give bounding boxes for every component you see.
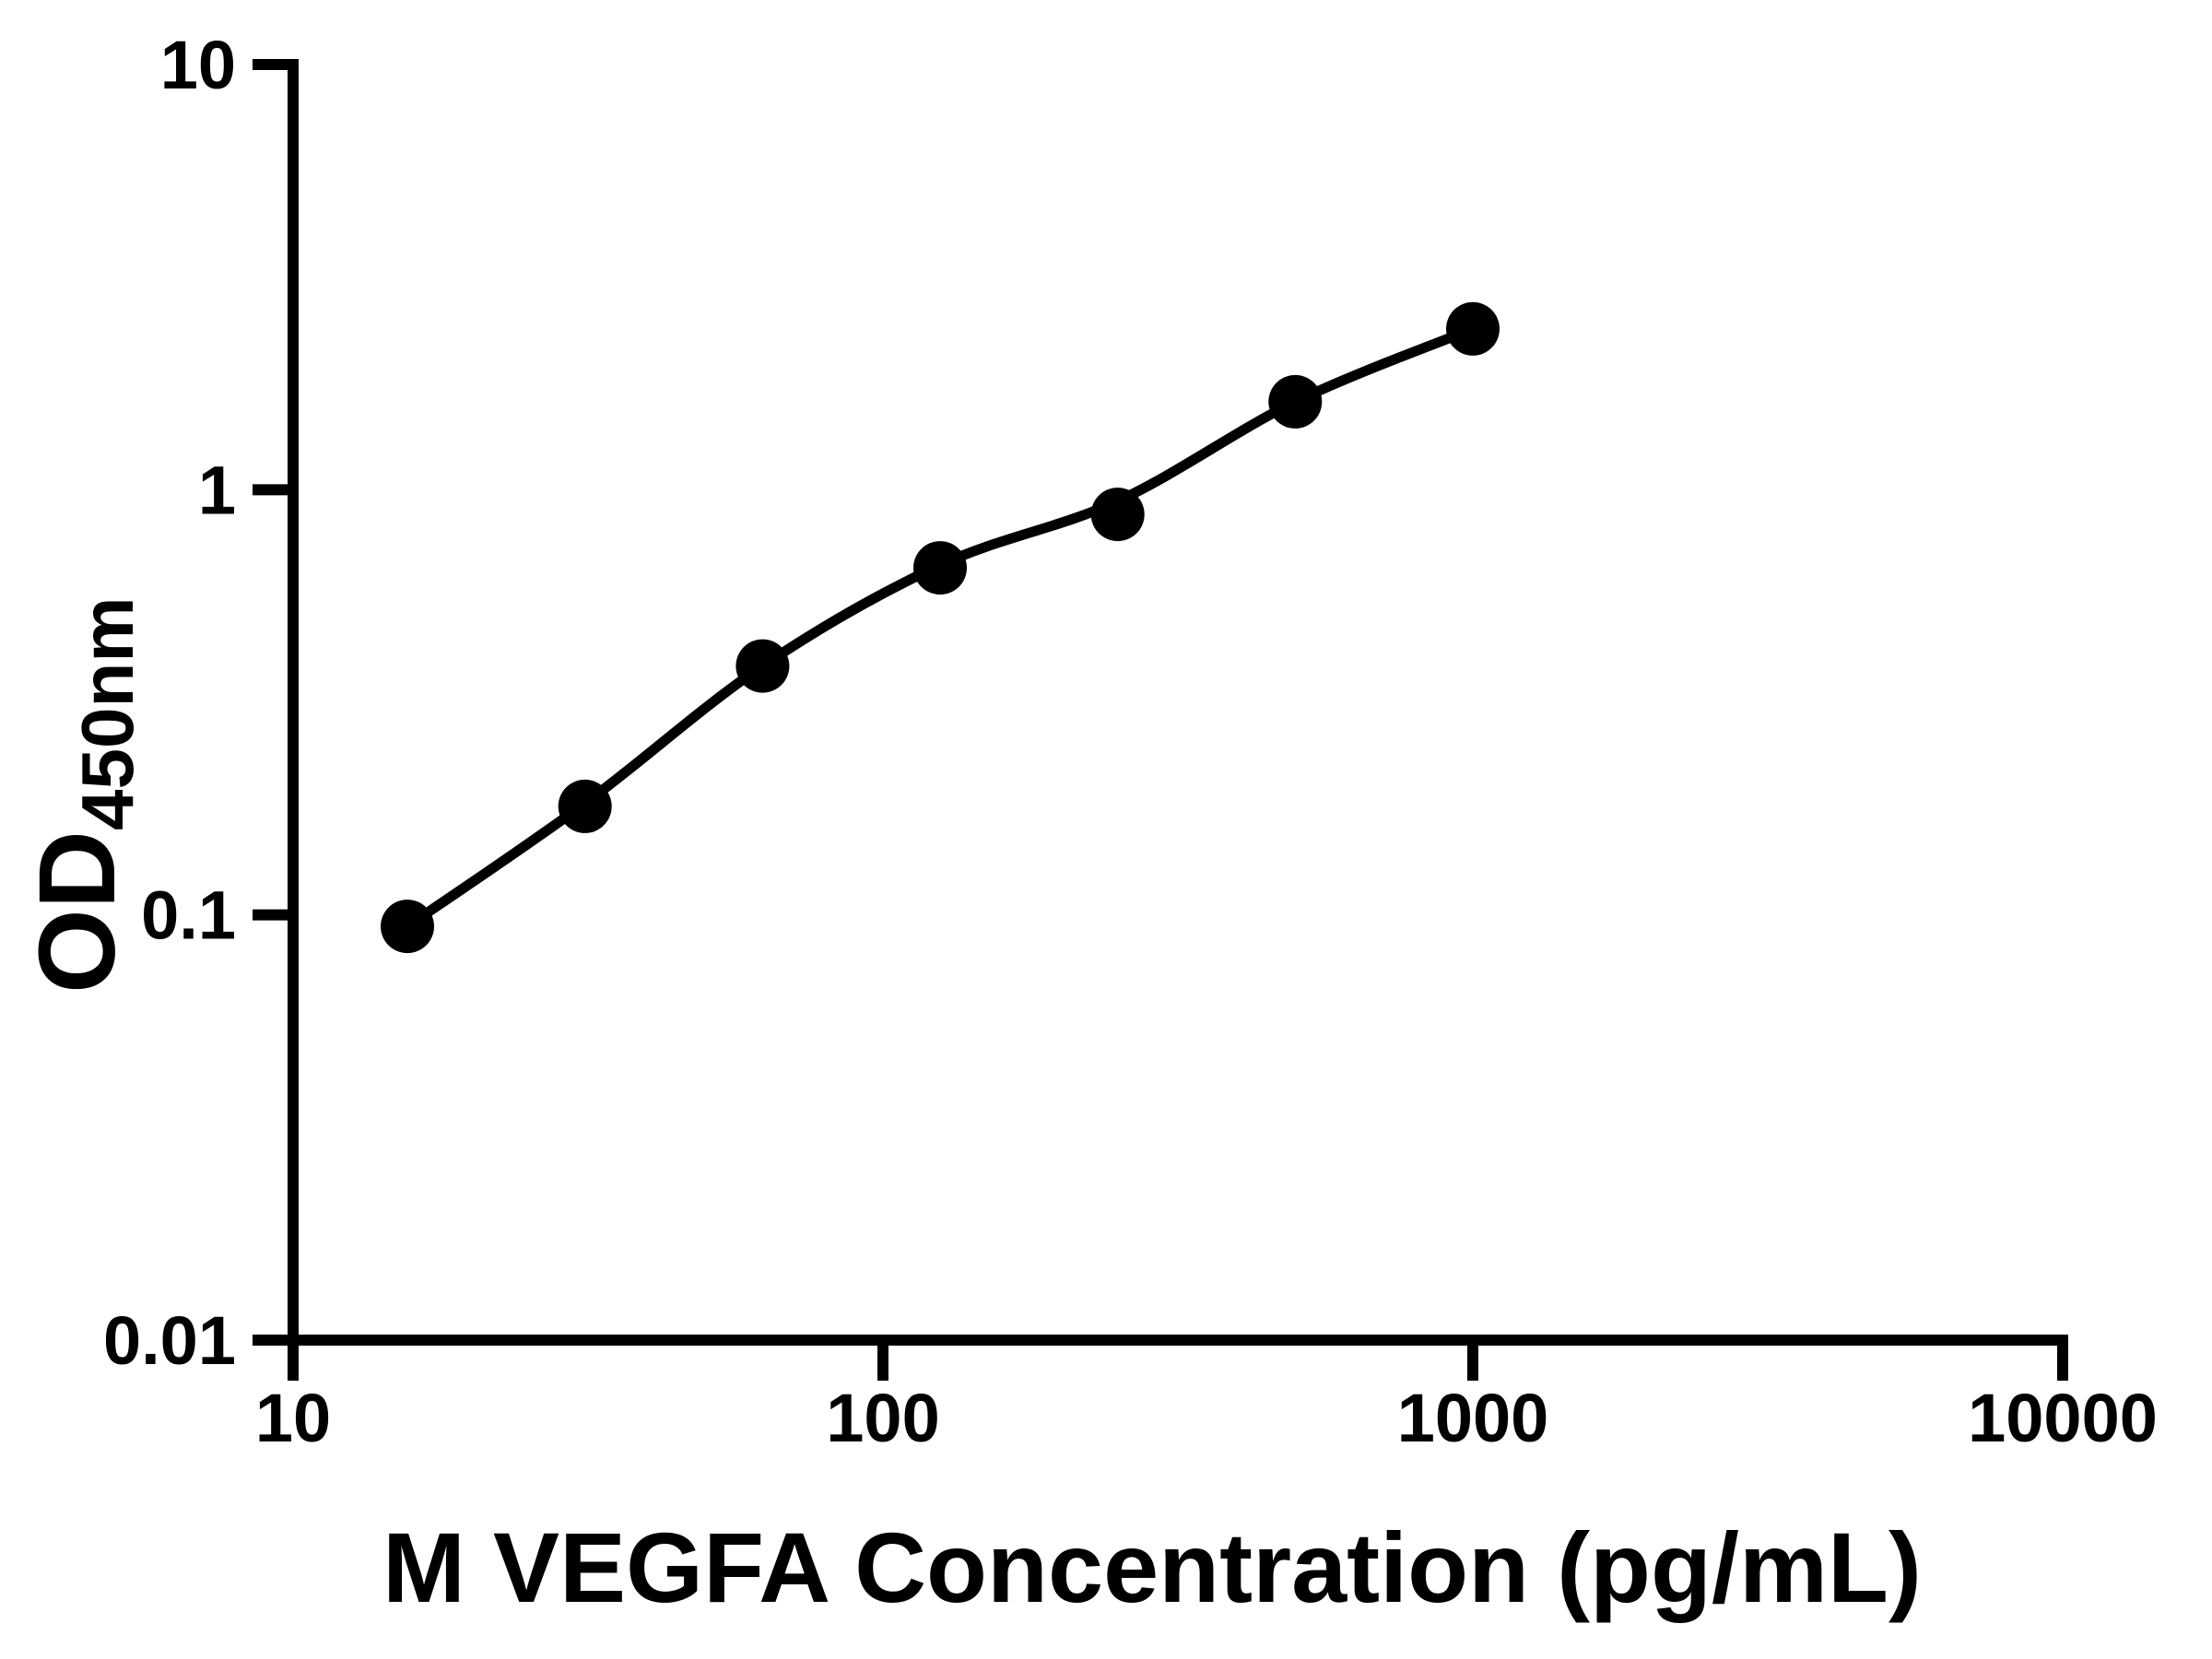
y-tick-label: 10 [160,27,236,103]
y-tick-label: 1 [198,452,236,528]
data-point-marker [735,639,790,693]
data-point-marker [381,900,434,954]
data-point-marker [1446,301,1500,356]
x-tick-label: 1000 [1397,1380,1549,1456]
data-point-marker [913,541,967,595]
data-point-marker [1090,488,1145,542]
data-points-layer [381,301,1500,954]
x-tick-label: 100 [826,1380,939,1456]
y-axis-title-subscript: 450nm [66,597,148,830]
y-axis-title-main: OD [17,830,138,994]
x-axis-title: M VEGFA Concentration (pg/mL) [382,1512,1922,1623]
x-tick-label: 10 [255,1380,331,1456]
data-point-marker [558,779,612,833]
data-point-marker [1268,374,1323,429]
y-axis-title: OD450nm [17,597,148,994]
y-tick-label: 0.1 [141,877,236,954]
y-tick-label: 0.01 [103,1302,236,1379]
x-tick-label: 10000 [1968,1380,2158,1456]
